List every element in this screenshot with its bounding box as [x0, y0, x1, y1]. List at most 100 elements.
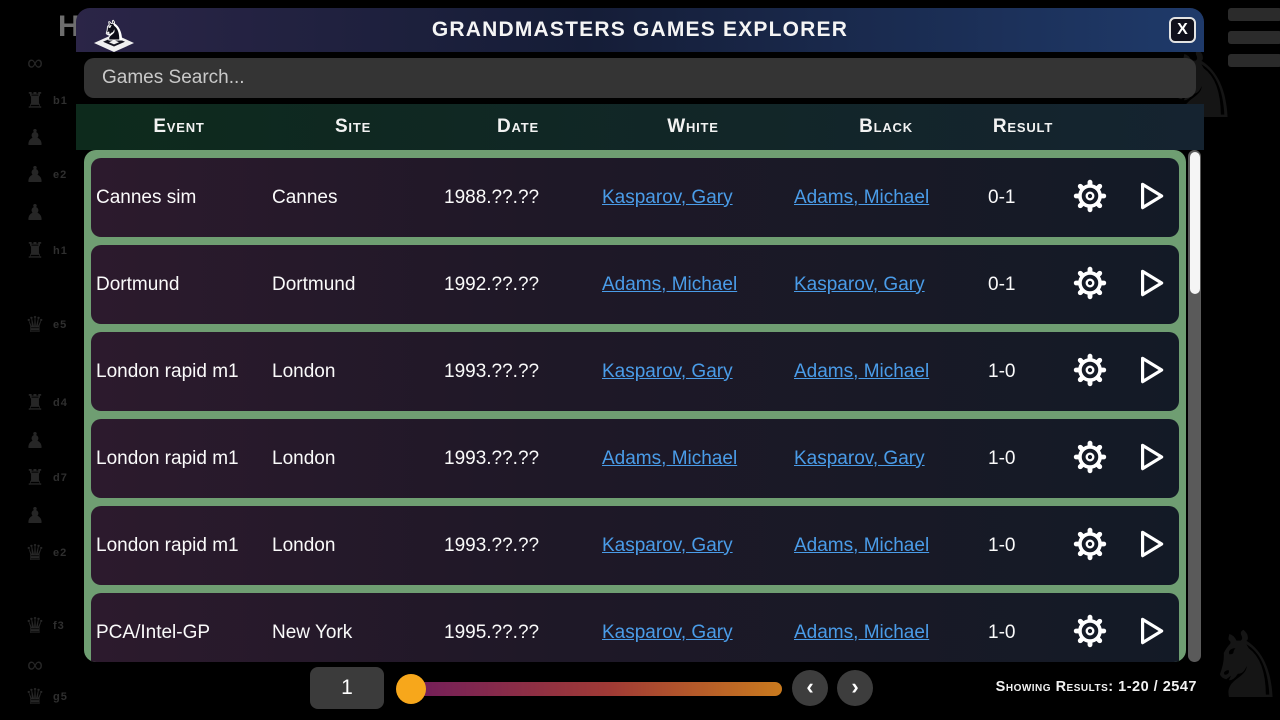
game-settings-button[interactable] [1068, 437, 1112, 481]
background-letter: H [58, 10, 80, 43]
black-player-link[interactable]: Adams, Michael [794, 186, 930, 208]
table-row: London rapid m1 London 1993.??.?? Adams,… [91, 419, 1179, 498]
game-settings-button[interactable] [1068, 176, 1112, 220]
play-game-button[interactable] [1128, 176, 1172, 220]
black-player-link[interactable]: Adams, Michael [794, 534, 930, 556]
chess-piece-icon: ♛ [25, 540, 45, 565]
background-move-item: ♛ e5 [25, 312, 68, 337]
scrollbar-thumb[interactable] [1189, 152, 1200, 294]
background-move-item: ♛ e2 [25, 540, 68, 565]
black-player-link[interactable]: Kasparov, Gary [794, 273, 925, 295]
play-icon [1132, 526, 1168, 565]
play-game-button[interactable] [1128, 437, 1172, 481]
event-cell: PCA/Intel-GP [96, 621, 211, 643]
column-header-event: Event [153, 116, 205, 137]
result-cell: 0-1 [988, 273, 1016, 295]
black-player-link[interactable]: Kasparov, Gary [794, 447, 925, 469]
black-player-link[interactable]: Adams, Michael [794, 360, 930, 382]
chess-piece-icon: ♛ [25, 312, 45, 337]
games-list: Cannes sim Cannes 1988.??.?? Kasparov, G… [84, 150, 1186, 662]
column-header-black: Black [859, 116, 913, 137]
close-button[interactable]: X [1169, 17, 1196, 43]
result-cell: 1-0 [988, 534, 1016, 556]
background-move-item: ♟ e2 [25, 162, 68, 187]
background-move-item: ♟ [24, 503, 78, 529]
white-player-link[interactable]: Kasparov, Gary [602, 360, 733, 382]
game-settings-button[interactable] [1068, 611, 1112, 655]
chess-piece-icon: ♜ [25, 238, 45, 263]
gear-icon [1072, 178, 1108, 217]
white-player-link[interactable]: Kasparov, Gary [602, 186, 733, 208]
previous-page-button[interactable]: ‹ [792, 670, 828, 706]
page-slider-thumb[interactable] [396, 674, 426, 704]
column-header-site: Site [334, 116, 372, 137]
chess-piece-icon: ♜ [25, 88, 45, 113]
background-move-item: ♛ g5 [25, 684, 68, 709]
svg-text:♞: ♞ [102, 16, 126, 47]
play-icon [1132, 613, 1168, 652]
background-move-item: ♜ d4 [25, 390, 68, 415]
list-scrollbar[interactable] [1188, 150, 1201, 662]
event-cell: London rapid m1 [96, 360, 239, 382]
site-cell: London [272, 360, 336, 382]
result-cell: 0-1 [988, 186, 1016, 208]
white-player-link[interactable]: Kasparov, Gary [602, 621, 733, 643]
play-game-button[interactable] [1128, 350, 1172, 394]
date-cell: 1992.??.?? [444, 273, 540, 295]
chess-piece-icon: ♛ [25, 684, 45, 709]
column-header-white: White [667, 116, 719, 137]
white-player-link[interactable]: Adams, Michael [602, 273, 738, 295]
background-move-item: ♟ [24, 428, 78, 454]
results-count-text: Showing Results: 1-20 / 2547 [995, 679, 1197, 695]
gear-icon [1072, 265, 1108, 304]
title-bar: ♞ GRANDMASTERS GAMES EXPLORER X [76, 8, 1204, 52]
menu-bar-icon [1228, 31, 1280, 44]
search-input[interactable] [84, 58, 1196, 98]
background-move-item: ∞ [24, 50, 78, 76]
event-cell: London rapid m1 [96, 447, 239, 469]
white-player-link[interactable]: Adams, Michael [602, 447, 738, 469]
background-move-item: ♜ b1 [25, 88, 68, 113]
menu-bar-icon [1228, 54, 1280, 67]
play-game-button[interactable] [1128, 524, 1172, 568]
chess-piece-icon: ♟ [25, 125, 45, 150]
chess-piece-icon: ♟ [25, 162, 45, 187]
table-row: Dortmund Dortmund 1992.??.?? Adams, Mich… [91, 245, 1179, 324]
chess-piece-icon: ♟ [25, 503, 45, 528]
column-header-date: Date [497, 116, 539, 137]
table-header-row: Event Site Date White Black Result [76, 104, 1204, 150]
chess-piece-icon: ♜ [25, 465, 45, 490]
event-cell: Dortmund [96, 273, 180, 295]
games-explorer-window: ♞ GRANDMASTERS GAMES EXPLORER X Event Si… [76, 8, 1204, 662]
next-page-button[interactable]: › [837, 670, 873, 706]
game-settings-button[interactable] [1068, 263, 1112, 307]
site-cell: Cannes [272, 186, 338, 208]
game-settings-button[interactable] [1068, 524, 1112, 568]
gear-icon [1072, 352, 1108, 391]
site-cell: London [272, 534, 336, 556]
game-settings-button[interactable] [1068, 350, 1112, 394]
black-player-link[interactable]: Adams, Michael [794, 621, 930, 643]
chess-piece-icon: ♟ [25, 200, 45, 225]
background-knight-silhouette: ♞ [1205, 615, 1280, 717]
background-move-item: ♟ [24, 125, 78, 151]
chess-piece-icon: ♛ [25, 613, 45, 638]
site-cell: London [272, 447, 336, 469]
play-game-button[interactable] [1128, 611, 1172, 655]
gear-icon [1072, 439, 1108, 478]
page-number-display[interactable]: 1 [310, 667, 384, 709]
result-cell: 1-0 [988, 621, 1016, 643]
white-player-link[interactable]: Kasparov, Gary [602, 534, 733, 556]
search-bar [84, 58, 1196, 98]
table-row: Cannes sim Cannes 1988.??.?? Kasparov, G… [91, 158, 1179, 237]
background-move-item: ♜ h1 [25, 238, 68, 263]
event-cell: London rapid m1 [96, 534, 239, 556]
play-icon [1132, 265, 1168, 304]
date-cell: 1993.??.?? [444, 534, 540, 556]
play-icon [1132, 178, 1168, 217]
table-row: London rapid m1 London 1993.??.?? Kaspar… [91, 332, 1179, 411]
chess-piece-icon: ∞ [27, 652, 43, 677]
gear-icon [1072, 613, 1108, 652]
play-game-button[interactable] [1128, 263, 1172, 307]
page-slider-track[interactable] [400, 682, 782, 696]
